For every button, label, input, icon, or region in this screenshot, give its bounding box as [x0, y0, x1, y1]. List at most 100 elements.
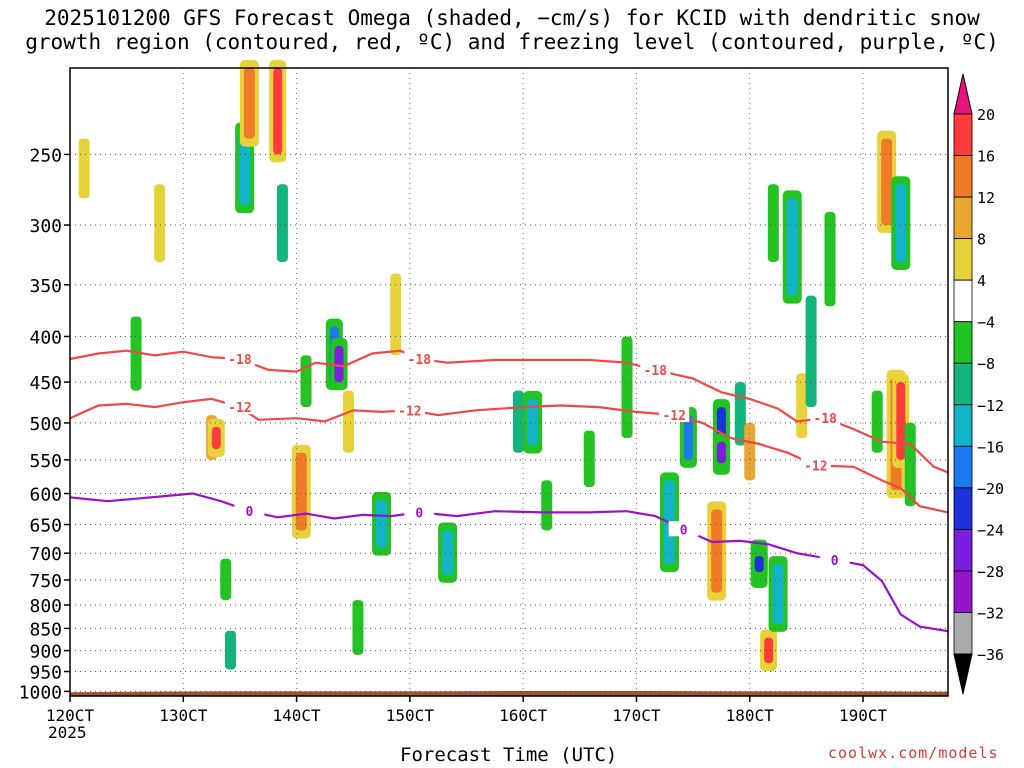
y-tick-label: 450 [29, 373, 62, 394]
y-tick-label: 950 [29, 663, 62, 684]
omega-cell [716, 441, 726, 464]
omega-cell [211, 426, 221, 450]
omega-cell [390, 273, 402, 356]
omega-cell [871, 390, 883, 453]
contour-layer: -18 -18 -18 -18 -12 -12 -12 -12 0 0 0 0 [69, 349, 949, 633]
ground-layer [70, 691, 948, 696]
contour-label: -12 [804, 459, 827, 474]
colorbar-label: 16 [977, 148, 995, 166]
y-tick-label: 800 [29, 596, 62, 617]
omega-cell [295, 452, 307, 531]
colorbar-bin [953, 279, 973, 323]
chart-title-line1: 2025101200 GFS Forecast Omega (shaded, −… [44, 6, 980, 30]
omega-cell [764, 637, 774, 664]
omega-cell [512, 390, 524, 453]
y-tick-label: 850 [29, 619, 62, 640]
colorbar-label: −16 [977, 438, 1004, 456]
colorbar-bin [953, 196, 973, 240]
colorbar-label: −20 [977, 480, 1004, 498]
omega-cell [824, 211, 836, 307]
omega-cell [352, 600, 364, 655]
contour-label-bg [668, 521, 699, 537]
y-tick-label: 400 [29, 327, 62, 348]
omega-cell [583, 430, 595, 488]
colorbar-label: −28 [977, 563, 1004, 581]
omega-cell [754, 555, 764, 573]
credit-link[interactable]: coolwx.com/models [828, 744, 999, 762]
x-tick-label: 190CT [839, 706, 888, 725]
x-tick-label: 160CT [499, 706, 548, 725]
y-tick-label: 700 [29, 544, 62, 565]
x-tick-label: 180CT [726, 706, 775, 725]
omega-cell [805, 295, 817, 408]
colorbar-bin [953, 487, 973, 530]
omega-cell [541, 480, 553, 531]
y-axis-ticks: 2503003504004505005506006507007508008509… [19, 145, 70, 703]
colorbar-bin [953, 570, 973, 613]
contour-line [69, 492, 949, 633]
contour-label-bg [224, 351, 255, 367]
contour-label: -18 [408, 353, 432, 368]
contour-label: 0 [245, 505, 253, 520]
contour-label-bg [800, 457, 831, 473]
omega-cell [300, 355, 312, 408]
chart-title-line2: growth region (contoured, red, ºC) and f… [25, 30, 999, 54]
y-tick-label: 500 [29, 414, 62, 435]
colorbar-bin [953, 362, 973, 406]
contour-label-bg [224, 399, 255, 415]
colorbar-label: −12 [977, 397, 1004, 415]
contour-label: -12 [662, 409, 685, 424]
omega-cell [896, 382, 906, 460]
omega-cell [276, 184, 288, 262]
x-tick-label: 120CT [46, 706, 95, 725]
omega-cell [376, 499, 388, 548]
x-tick-label: 170CT [612, 706, 661, 725]
ground-surface [70, 691, 948, 696]
y-tick-label: 600 [29, 485, 62, 506]
contour-label-bg [404, 504, 435, 520]
colorbar-label: 20 [977, 106, 995, 124]
contour-label: 0 [680, 523, 688, 538]
omega-cell [239, 130, 251, 206]
contour-label: 0 [831, 554, 839, 569]
contour-label-bg [810, 410, 841, 426]
y-tick-label: 250 [29, 145, 62, 166]
colorbar-bin [953, 155, 973, 198]
contour-label-bg [659, 407, 690, 423]
colorbar-bottom-arrow [953, 653, 973, 695]
colorbar-label: −24 [977, 521, 1004, 539]
contour-label: -18 [814, 412, 838, 427]
contour-label: -12 [228, 401, 251, 416]
y-tick-label: 750 [29, 571, 62, 592]
colorbar-bin [953, 445, 973, 489]
colorbar: 20 16 12 8 4 −4 −8 −12 −16 −20 −24 −28 −32 −36 [953, 73, 1004, 695]
contour-label-bg [640, 361, 671, 377]
omega-cell [527, 398, 539, 446]
colorbar-bin [953, 238, 973, 281]
omega-cell [767, 184, 779, 262]
y-tick-label: 350 [29, 276, 62, 297]
colorbar-bin [953, 113, 973, 156]
omega-cell [744, 422, 756, 481]
y-tick-label: 300 [29, 216, 62, 237]
x-axis-ticks: 120CT 130CT 140CT 150CT 160CT 170CT 180CT 190CT… [46, 696, 888, 742]
x-tick-label: 140CT [272, 706, 321, 725]
colorbar-label: −4 [977, 314, 995, 332]
colorbar-top-arrow [953, 73, 973, 115]
y-tick-label: 900 [29, 642, 62, 663]
x-axis-label: Forecast Time (UTC) [400, 744, 618, 766]
omega-cell [442, 530, 454, 575]
colorbar-label: 8 [977, 231, 986, 249]
colorbar-label: −8 [977, 355, 995, 373]
contour-label-bg [819, 551, 850, 567]
omega-cell [273, 68, 283, 155]
y-tick-label: 550 [29, 451, 62, 472]
x-tick-label: 130CT [159, 706, 208, 725]
omega-cell [343, 390, 355, 453]
contour-label: -18 [228, 353, 252, 368]
colorbar-label: 4 [977, 272, 986, 290]
contour-label: -18 [644, 364, 668, 379]
omega-cell [130, 316, 142, 391]
omega-cell [683, 415, 693, 460]
